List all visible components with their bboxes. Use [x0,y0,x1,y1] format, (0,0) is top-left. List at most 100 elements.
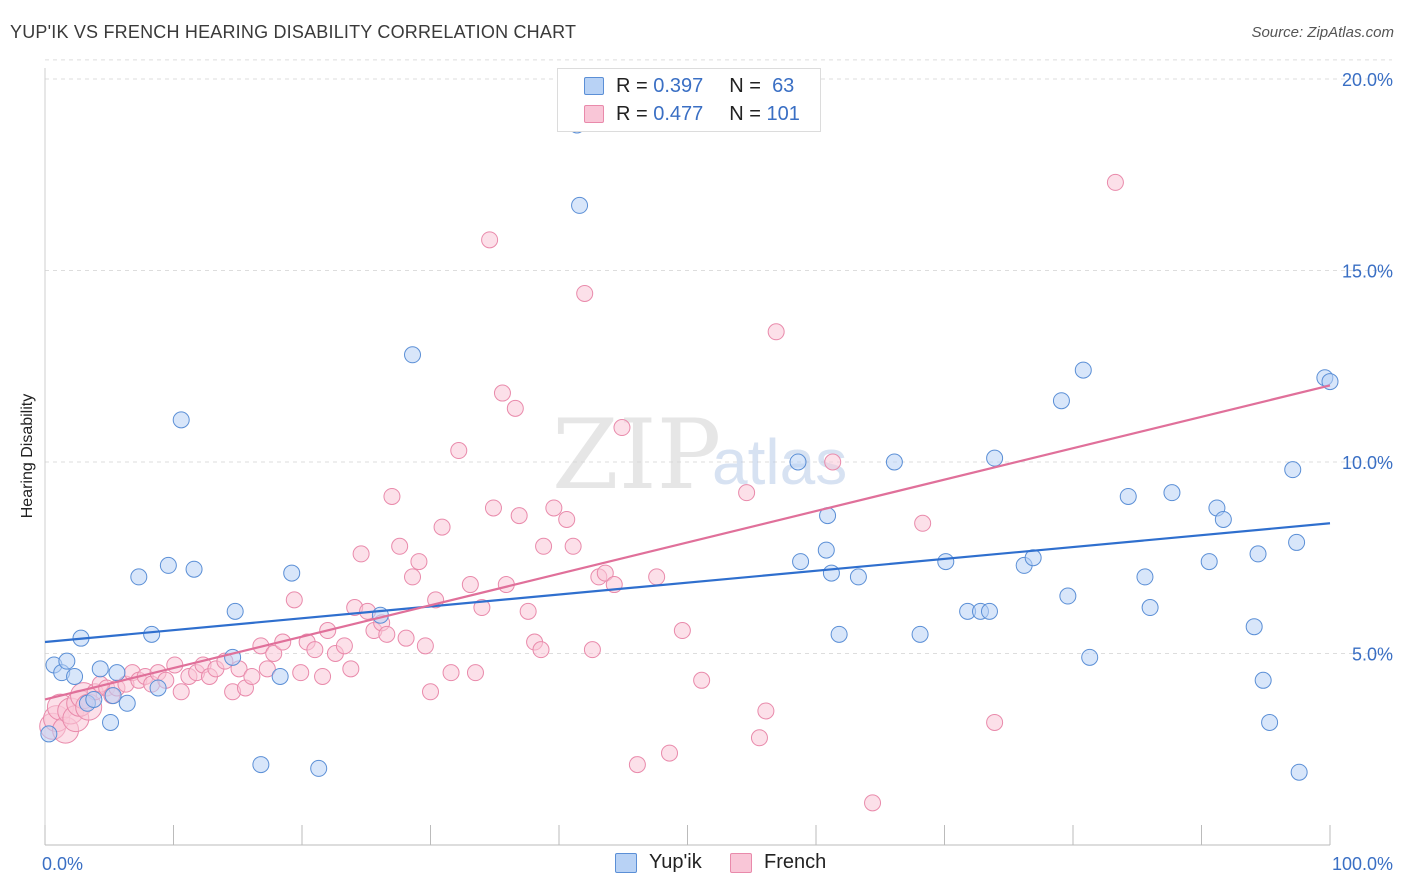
french-point [750,729,768,747]
french-swatch [584,105,604,123]
yupik-point [911,625,929,643]
yupik-point [1290,763,1308,781]
french-point [532,641,550,659]
french-point [352,545,370,563]
french-point [258,660,276,678]
yupik-point [159,556,177,574]
yupik-point [149,679,167,697]
french-point [519,602,537,620]
yupik-swatch [584,77,604,95]
yupik-point [1074,361,1092,379]
yupik-point [1214,510,1232,528]
n-value: 63 [772,74,795,97]
french-point [628,756,646,774]
yupik-point [817,541,835,559]
french-point [416,637,434,655]
trend-lines [44,384,1331,701]
french-point [824,453,842,471]
legend-item-yupik: Yup'ik [615,851,702,874]
yupik-point [1136,568,1154,586]
french-point [596,564,614,582]
yupik-point [143,625,161,643]
x-tick-labels: 0.0% 100.0% [42,854,1393,874]
y-tick-labels: 5.0% 10.0% 15.0% 20.0% [1342,70,1393,665]
yupik-point [118,694,136,712]
yupik-point [1200,553,1218,571]
french-point [383,487,401,505]
legend-french-swatch [730,852,752,873]
yupik-point [40,725,58,743]
yupik-point [1249,545,1267,563]
french-point [461,576,479,594]
x-tick-label: 100.0% [1332,854,1393,874]
french-point [433,518,451,536]
french-trend-line [44,384,1331,701]
x-tick-label: 0.0% [42,854,83,874]
french-point [535,537,553,555]
yupik-point [226,602,244,620]
yupik-point [571,196,589,214]
r-label: R = [616,102,648,125]
yupik-trend-line [44,522,1331,644]
yupik-point [937,553,955,571]
y-tick-label: 15.0% [1342,262,1393,282]
yupik-point [1284,461,1302,479]
yupik-point [58,652,76,670]
legend-french-label: French [764,851,827,873]
french-point [661,744,679,762]
french-point [481,231,499,249]
french-point [558,510,576,528]
french-point [510,507,528,525]
yupik-point [986,449,1004,467]
grid [45,59,1392,654]
yupik-point [792,553,810,571]
yupik-point [310,759,328,777]
french-point [673,622,691,640]
y-tick-label: 10.0% [1342,453,1393,473]
legend-yupik-label: Yup'ik [649,851,702,873]
yupik-point [1163,484,1181,502]
yupik-point [885,453,903,471]
french-point [335,637,353,655]
french-point [243,667,261,685]
french-point [1106,173,1124,191]
french-point [767,323,785,341]
french-point [466,664,484,682]
stats-row-french: R = 0.477 N = 101 [558,101,800,127]
french-point [397,629,415,647]
french-point [410,553,428,571]
yupik-point [1261,713,1279,731]
french-point [292,664,310,682]
french-point [545,499,563,517]
french-point [506,399,524,417]
french-point [342,660,360,678]
french-point [172,683,190,701]
y-tick-label: 5.0% [1352,645,1393,665]
yupik-point [1081,648,1099,666]
yupik-point [172,411,190,429]
yupik-point [1052,392,1070,410]
french-point [757,702,775,720]
watermark: ZIP atlas [552,399,847,511]
french-point [493,384,511,402]
yupik-point [108,664,126,682]
french-point [378,625,396,643]
french-point [914,514,932,532]
french-point [864,794,882,812]
french-point [265,645,283,662]
french-point [564,537,582,555]
yupik-point [1141,599,1159,617]
french-point [693,671,711,689]
yupik-point [104,687,122,705]
french-point [314,667,332,685]
french-point [576,284,594,302]
french-point [583,641,601,659]
french-point [166,656,184,674]
r-value: 0.397 [653,74,704,97]
yupik-point [830,625,848,643]
french-point [613,419,631,437]
n-label: N = [729,102,761,125]
yupik-point [822,564,840,582]
french-point [422,683,439,701]
